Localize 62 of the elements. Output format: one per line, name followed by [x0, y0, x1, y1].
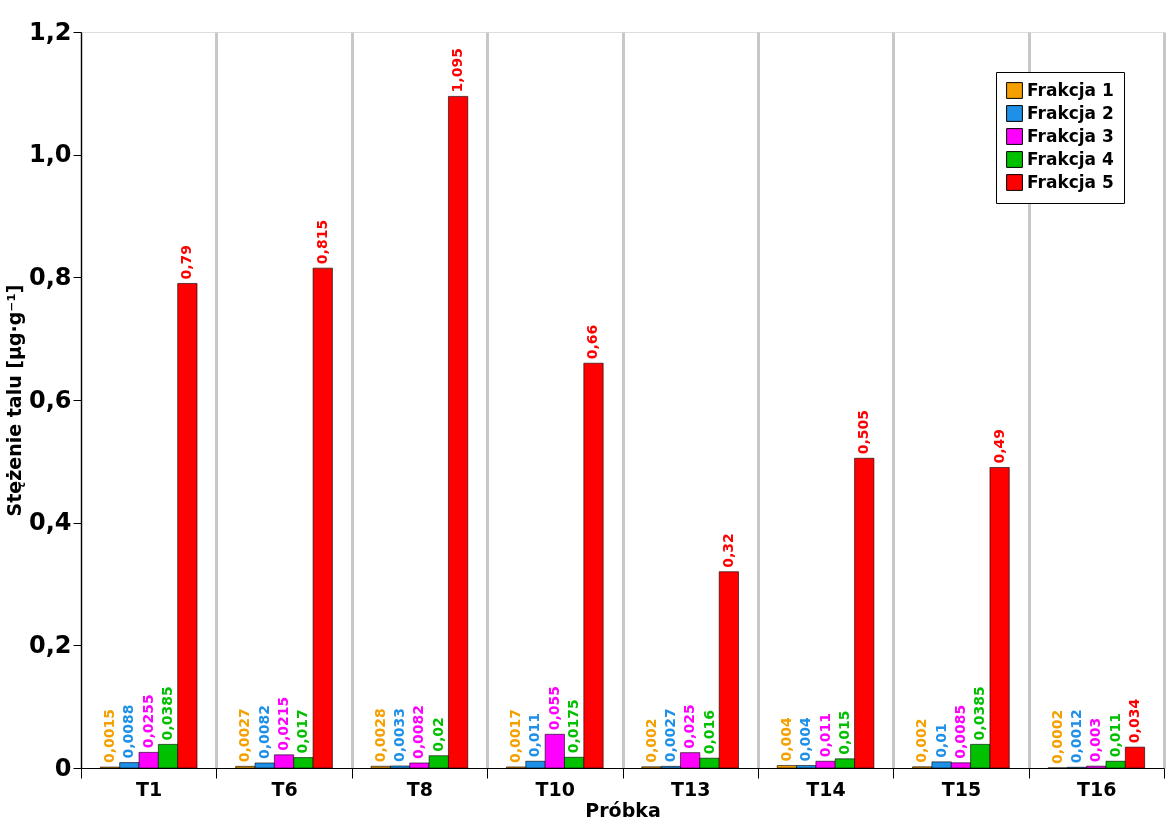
- y-tick-label: 0: [54, 753, 72, 782]
- data-label: 0,0002: [1048, 709, 1065, 764]
- legend-label: Frakcja 4: [1027, 148, 1114, 169]
- x-tick-label: T16: [1077, 777, 1117, 800]
- data-label: 0,0012: [1067, 709, 1084, 764]
- data-label: 0,66: [584, 324, 601, 360]
- data-label: 0,017: [294, 709, 311, 754]
- data-label: 0,0215: [275, 696, 292, 751]
- y-tick-label: 0,4: [28, 508, 72, 537]
- x-tick-label: T14: [806, 777, 846, 800]
- data-label: 0,0082: [255, 704, 272, 759]
- data-label: 0,002: [642, 718, 659, 763]
- x-tick-label: T10: [535, 777, 576, 800]
- legend-label: Frakcja 2: [1027, 102, 1114, 123]
- y-axis-title: Stężenie talu [µg·g⁻¹]: [2, 284, 25, 517]
- data-label: 0,034: [1125, 698, 1142, 744]
- data-label: 0,0033: [391, 707, 408, 762]
- x-tick-label: T1: [136, 777, 163, 800]
- data-label: 0,0085: [951, 704, 968, 759]
- data-label: 0,0027: [661, 708, 678, 763]
- x-tick-label: T6: [271, 777, 298, 800]
- data-label: 0,0027: [236, 708, 253, 763]
- data-label: 0,015: [835, 710, 852, 755]
- data-label: 0,0015: [101, 709, 118, 764]
- data-label: 0,0385: [971, 686, 988, 741]
- data-label: 0,0028: [371, 708, 388, 763]
- y-tick-label: 0,8: [28, 262, 72, 291]
- data-label: 0,505: [855, 409, 872, 455]
- data-label: 0,025: [681, 704, 698, 749]
- x-axis-title: Próbka: [585, 798, 661, 821]
- data-label: 0,79: [178, 244, 195, 280]
- data-label: 0,0017: [507, 708, 524, 763]
- data-label: 0,0385: [159, 686, 176, 741]
- data-label: 0,0255: [139, 694, 156, 749]
- y-tick-label: 1,2: [28, 17, 72, 46]
- data-label: 0,0082: [410, 704, 427, 759]
- data-label: 0,815: [313, 219, 330, 265]
- y-tick-label: 1,0: [28, 140, 72, 169]
- legend-label: Frakcja 3: [1027, 125, 1114, 146]
- x-tick-label: T8: [406, 777, 434, 800]
- y-tick-label: 0,2: [28, 630, 72, 659]
- data-label: 0,016: [700, 709, 717, 755]
- data-label: 0,01: [932, 723, 949, 758]
- data-label: 0,32: [719, 533, 736, 568]
- data-label: 0,011: [816, 712, 833, 758]
- legend-label: Frakcja 5: [1027, 171, 1114, 192]
- data-label: 0,002: [913, 718, 930, 763]
- data-label: 0,011: [526, 712, 543, 758]
- x-tick-label: T15: [941, 777, 982, 800]
- data-label: 0,02: [429, 717, 446, 752]
- data-label: 0,004: [797, 717, 814, 762]
- data-label: 0,0088: [120, 704, 137, 759]
- data-label: 0,055: [545, 685, 562, 731]
- data-label: 0,004: [777, 717, 794, 762]
- x-tick-label: T13: [670, 777, 711, 800]
- data-label: 0,003: [1087, 717, 1104, 763]
- data-label: 1,095: [449, 48, 466, 93]
- legend-label: Frakcja 1: [1027, 79, 1114, 100]
- data-label: 0,0175: [565, 699, 582, 754]
- y-tick-label: 0,6: [28, 385, 72, 414]
- data-label: 0,011: [1106, 712, 1123, 758]
- data-label: 0,49: [990, 428, 1007, 464]
